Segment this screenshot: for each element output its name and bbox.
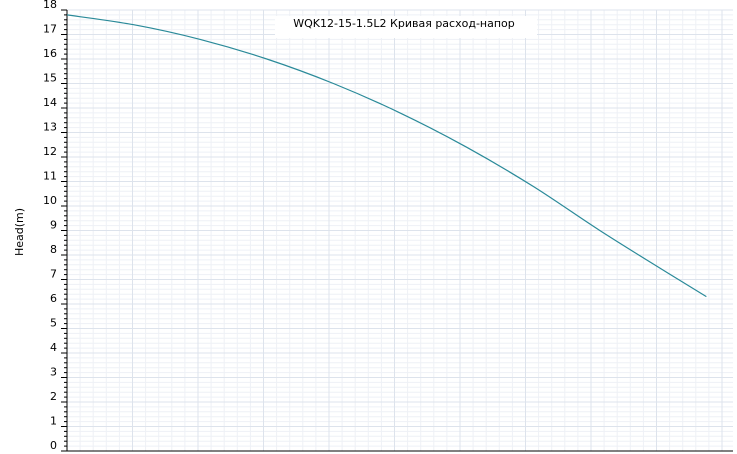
y-tick-label: 10 [43, 194, 57, 207]
title-backdrop [275, 16, 537, 38]
axes [61, 9, 733, 452]
y-tick-label: 9 [50, 219, 57, 232]
y-tick-label: 18 [43, 0, 57, 11]
y-tick-label: 3 [50, 366, 57, 379]
y-tick-label: 13 [43, 121, 57, 134]
y-tick-label: 12 [43, 145, 57, 158]
y-tick-label: 16 [43, 47, 57, 60]
y-tick-label: 7 [50, 268, 57, 281]
series-line-0 [66, 14, 707, 298]
y-tick-label: 5 [50, 317, 57, 330]
y-tick-label: 15 [43, 72, 57, 85]
series-layer [66, 14, 707, 298]
y-tick-label: 2 [50, 390, 57, 403]
y-tick-label: 0 [50, 439, 57, 452]
y-tick-label: 11 [43, 170, 57, 183]
y-tick-label: 6 [50, 292, 57, 305]
y-tick-label: 8 [50, 243, 57, 256]
y-tick-label: 17 [43, 23, 57, 36]
chart-title: WQK12-15-1.5L2 Кривая расход-напор [293, 17, 515, 30]
y-axis-label: Head(m) [13, 208, 26, 256]
y-tick-label: 1 [50, 415, 57, 428]
y-tick-label: 14 [43, 96, 57, 109]
y-tick-label: 4 [50, 341, 57, 354]
grid [66, 9, 733, 452]
